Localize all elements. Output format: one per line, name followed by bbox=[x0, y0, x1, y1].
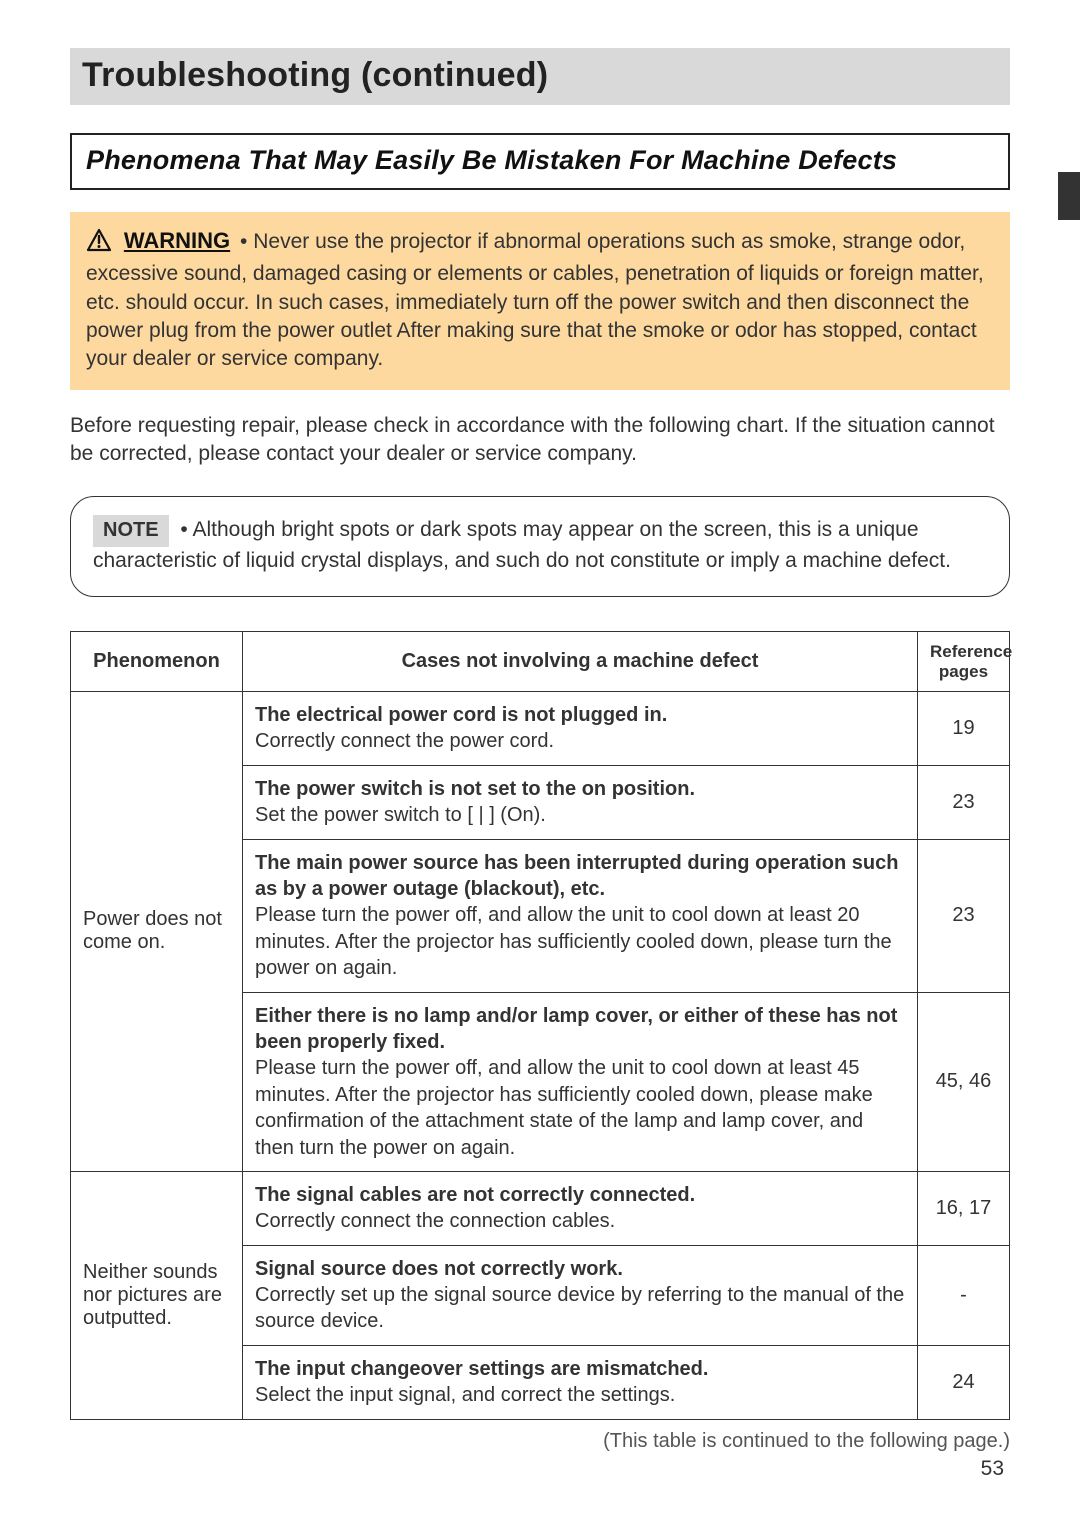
note-label: NOTE bbox=[93, 515, 169, 547]
th-cases: Cases not involving a machine defect bbox=[243, 631, 918, 691]
case-desc: Correctly connect the connection cables. bbox=[255, 1210, 615, 1232]
case-cell: The signal cables are not correctly conn… bbox=[243, 1171, 918, 1245]
case-bold: The signal cables are not correctly conn… bbox=[255, 1182, 905, 1208]
ref-cell: 19 bbox=[918, 692, 1010, 766]
th-phenomenon: Phenomenon bbox=[71, 631, 243, 691]
phenomenon-cell: Power does not come on. bbox=[71, 692, 243, 1172]
ref-cell: 23 bbox=[918, 765, 1010, 839]
table-body: Power does not come on. The electrical p… bbox=[71, 692, 1010, 1420]
case-bold: Signal source does not correctly work. bbox=[255, 1256, 905, 1282]
thumb-tab bbox=[1058, 172, 1080, 220]
case-desc: Please turn the power off, and allow the… bbox=[255, 1057, 873, 1158]
table-row: Neither sounds nor pictures are outputte… bbox=[71, 1171, 1010, 1245]
case-cell: The power switch is not set to the on po… bbox=[243, 765, 918, 839]
th-reference: Reference pages bbox=[918, 631, 1010, 691]
case-desc: Select the input signal, and correct the… bbox=[255, 1384, 675, 1406]
case-bold: The main power source has been interrupt… bbox=[255, 850, 905, 903]
continued-note: (This table is continued to the followin… bbox=[70, 1430, 1010, 1453]
section-title: Troubleshooting (continued) bbox=[82, 56, 998, 95]
ref-cell: 45, 46 bbox=[918, 992, 1010, 1171]
troubleshooting-table: Phenomenon Cases not involving a machine… bbox=[70, 631, 1010, 1420]
case-cell: The input changeover settings are mismat… bbox=[243, 1345, 918, 1419]
case-desc: Please turn the power off, and allow the… bbox=[255, 904, 892, 979]
page: Troubleshooting (continued) Phenomena Th… bbox=[0, 0, 1080, 1527]
intro-paragraph: Before requesting repair, please check i… bbox=[70, 412, 1010, 469]
warning-bullet: • bbox=[240, 230, 247, 253]
warning-triangle-icon bbox=[86, 228, 112, 260]
case-cell: Signal source does not correctly work. C… bbox=[243, 1245, 918, 1345]
ref-cell: - bbox=[918, 1245, 1010, 1345]
section-title-bar: Troubleshooting (continued) bbox=[70, 48, 1010, 105]
warning-label: WARNING bbox=[124, 228, 230, 253]
case-cell: The main power source has been interrupt… bbox=[243, 839, 918, 992]
note-bullet: • bbox=[180, 518, 187, 541]
note-box: NOTE • Although bright spots or dark spo… bbox=[70, 496, 1010, 597]
subheading-box: Phenomena That May Easily Be Mistaken Fo… bbox=[70, 133, 1010, 190]
case-cell: The electrical power cord is not plugged… bbox=[243, 692, 918, 766]
page-number: 53 bbox=[981, 1457, 1004, 1481]
case-desc: Set the power switch to [ | ] (On). bbox=[255, 804, 546, 826]
case-desc: Correctly connect the power cord. bbox=[255, 730, 554, 752]
table-header-row: Phenomenon Cases not involving a machine… bbox=[71, 631, 1010, 691]
case-cell: Either there is no lamp and/or lamp cove… bbox=[243, 992, 918, 1171]
phenomenon-cell: Neither sounds nor pictures are outputte… bbox=[71, 1171, 243, 1419]
case-bold: The input changeover settings are mismat… bbox=[255, 1356, 905, 1382]
case-bold: Either there is no lamp and/or lamp cove… bbox=[255, 1003, 905, 1056]
table-row: Power does not come on. The electrical p… bbox=[71, 692, 1010, 766]
ref-cell: 16, 17 bbox=[918, 1171, 1010, 1245]
case-desc: Correctly set up the signal source devic… bbox=[255, 1284, 904, 1332]
warning-box: WARNING • Never use the projector if abn… bbox=[70, 212, 1010, 390]
case-bold: The power switch is not set to the on po… bbox=[255, 776, 905, 802]
subheading: Phenomena That May Easily Be Mistaken Fo… bbox=[86, 145, 994, 176]
note-text: Although bright spots or dark spots may … bbox=[93, 518, 951, 572]
case-bold: The electrical power cord is not plugged… bbox=[255, 702, 905, 728]
ref-cell: 23 bbox=[918, 839, 1010, 992]
ref-cell: 24 bbox=[918, 1345, 1010, 1419]
